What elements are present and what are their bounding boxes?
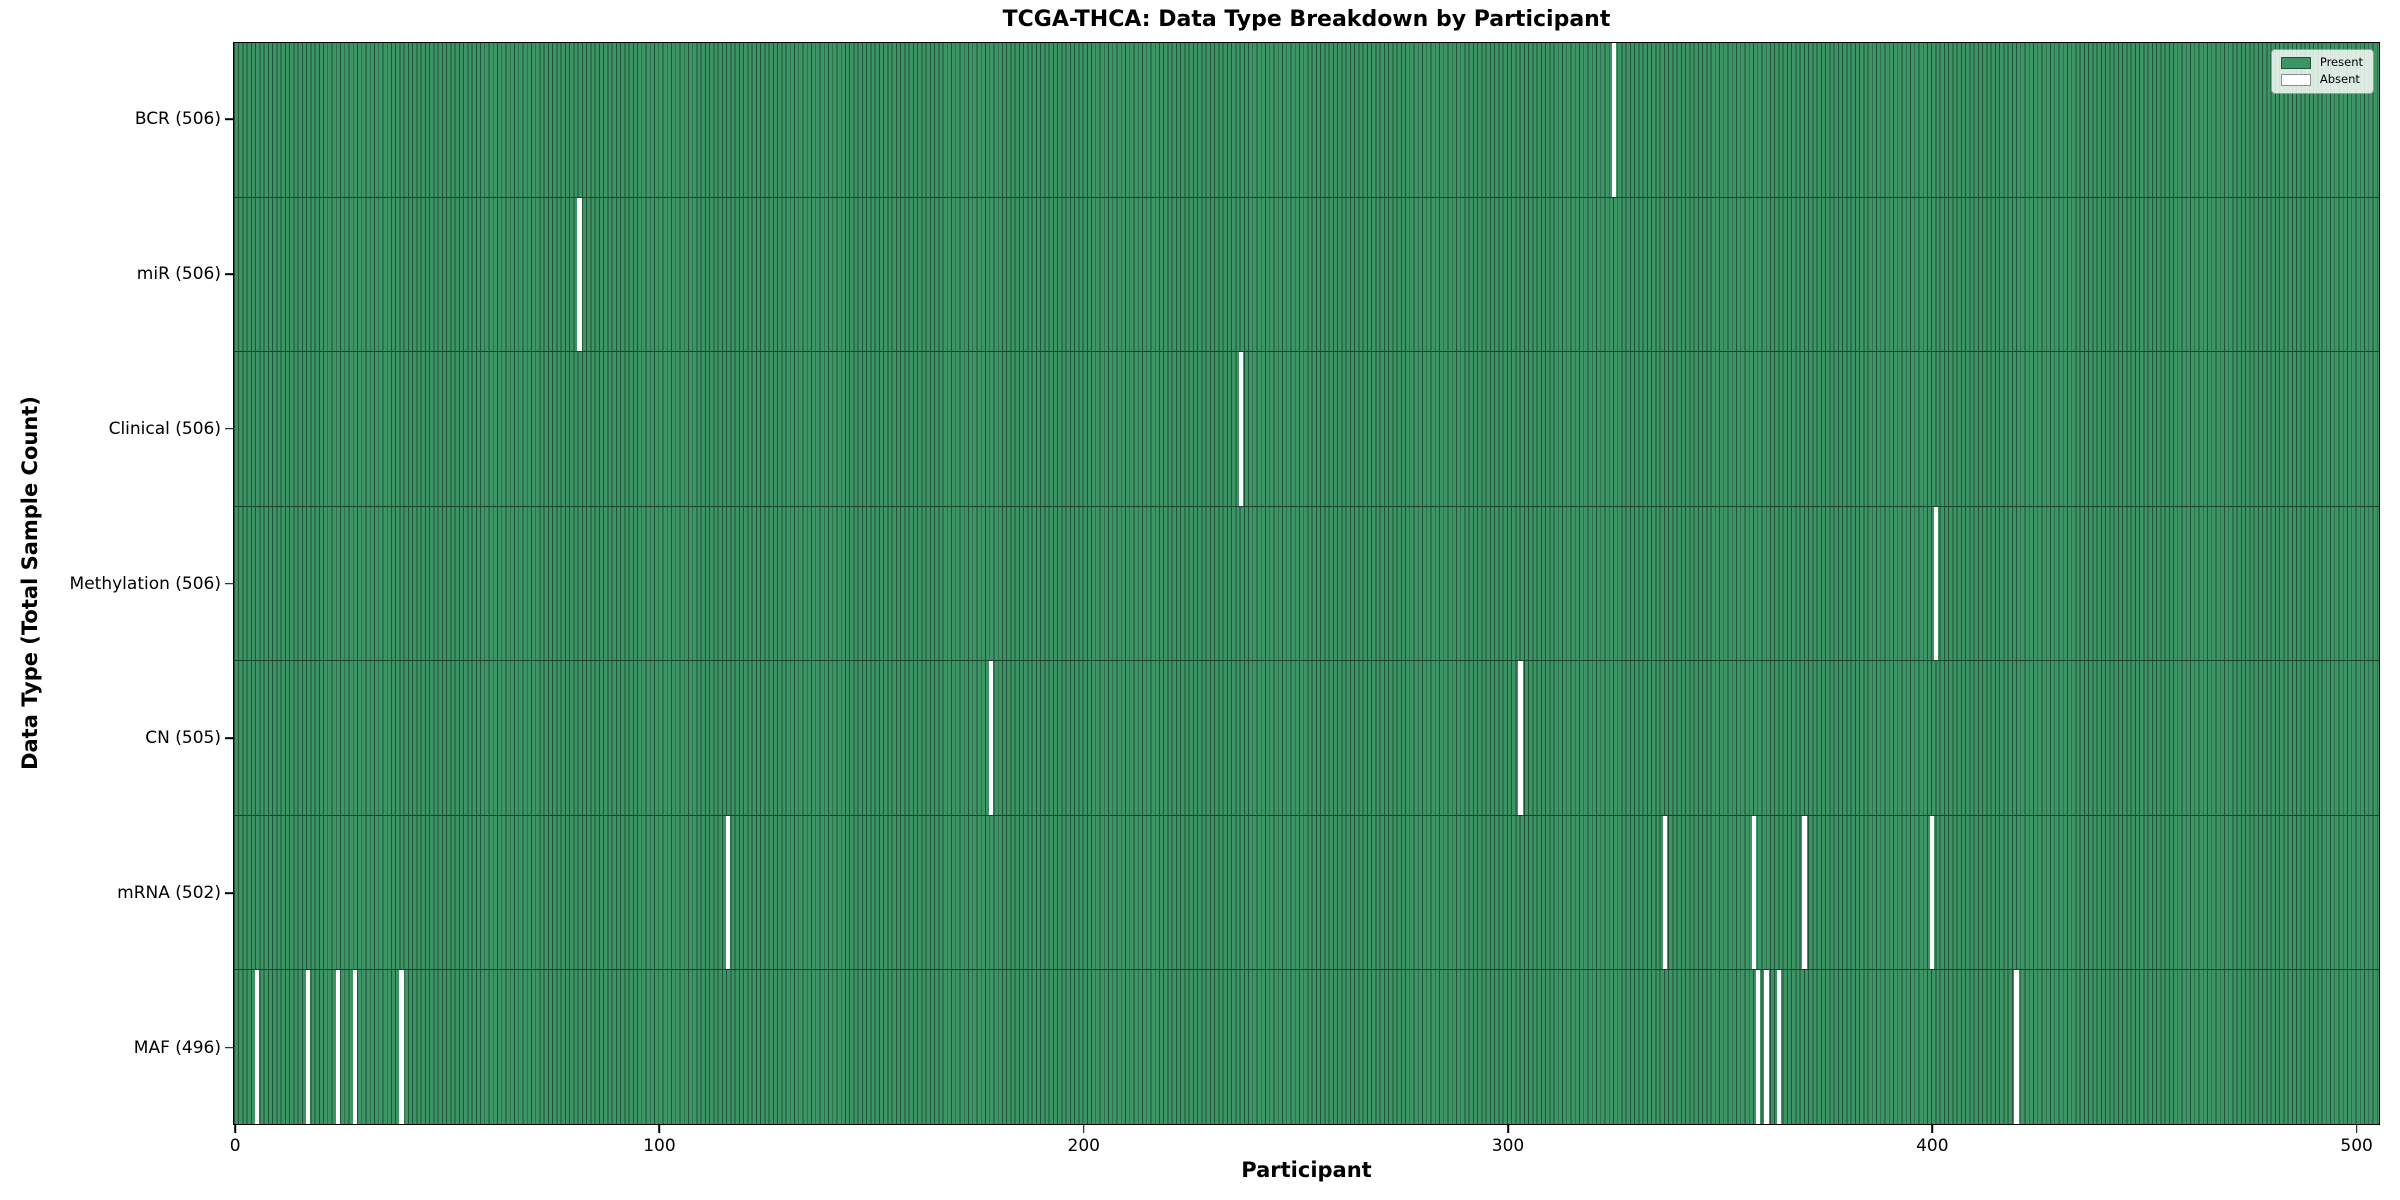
data-row-bcr xyxy=(234,43,2379,198)
data-row-clinical xyxy=(234,352,2379,507)
absent-gap xyxy=(1802,815,1807,970)
y-tick-mark xyxy=(225,273,233,275)
y-tick-mark xyxy=(225,118,233,121)
data-row-mrna xyxy=(234,815,2379,971)
x-tick-mark xyxy=(234,1125,236,1133)
absent-gap xyxy=(306,970,311,1125)
absent-gap xyxy=(1764,970,1769,1125)
absent-swatch xyxy=(2280,74,2311,86)
x-tick-mark xyxy=(2355,1125,2358,1133)
data-row-mir xyxy=(234,197,2379,353)
legend-entry-present: Present xyxy=(2280,55,2363,70)
absent-gap xyxy=(1777,970,1782,1125)
x-tick-mark xyxy=(658,1125,661,1133)
absent-gap xyxy=(725,815,730,970)
present-swatch xyxy=(2280,57,2311,69)
x-tick-mark xyxy=(1082,1125,1085,1133)
data-row-cn xyxy=(234,661,2379,816)
absent-gap xyxy=(1751,815,1756,970)
legend-label-present: Present xyxy=(2319,55,2363,70)
absent-gap xyxy=(1929,815,1934,970)
x-tick-label-400: 400 xyxy=(1916,1136,1949,1156)
y-tick-mark xyxy=(225,1046,233,1049)
plot-area: Present Absent xyxy=(233,42,2380,1125)
absent-gap xyxy=(255,970,260,1125)
absent-gap xyxy=(1238,352,1243,506)
absent-gap xyxy=(988,661,993,815)
y-tick-mark xyxy=(225,737,233,739)
absent-gap xyxy=(352,970,357,1125)
y-tick-label-mrna: mRNA (502) xyxy=(117,882,221,903)
x-tick-label-500: 500 xyxy=(2340,1136,2373,1156)
absent-gap xyxy=(2014,970,2019,1125)
absent-gap xyxy=(1518,661,1523,815)
data-row-maf xyxy=(234,970,2379,1125)
x-tick-label-300: 300 xyxy=(1491,1136,1525,1156)
y-tick-label-methylation: Methylation (506) xyxy=(69,573,221,594)
legend-label-absent: Absent xyxy=(2319,72,2360,87)
x-tick-mark xyxy=(1507,1125,1509,1133)
absent-gap xyxy=(1611,43,1616,197)
absent-gap xyxy=(399,970,404,1125)
absent-gap xyxy=(1755,970,1761,1125)
y-tick-label-bcr: BCR (506) xyxy=(134,109,221,130)
y-axis-label: Data Type (Total Sample Count) xyxy=(18,396,42,770)
chart-title: TCGA-THCA: Data Type Breakdown by Partic… xyxy=(1002,7,1611,32)
absent-gap xyxy=(1662,815,1667,970)
x-tick-label-0: 0 xyxy=(229,1136,241,1156)
x-axis-label: Participant xyxy=(1241,1158,1372,1182)
absent-gap xyxy=(1933,506,1939,661)
y-tick-mark xyxy=(225,892,233,894)
data-row-methylation xyxy=(234,506,2379,662)
absent-gap xyxy=(335,970,340,1125)
legend: Present Absent xyxy=(2270,49,2374,94)
y-tick-label-mir: miR (506) xyxy=(136,264,221,285)
y-tick-mark xyxy=(225,427,233,430)
x-tick-label-200: 200 xyxy=(1067,1136,1100,1156)
legend-entry-absent: Absent xyxy=(2280,72,2363,87)
y-tick-mark xyxy=(225,582,233,585)
y-tick-label-cn: CN (505) xyxy=(145,728,221,749)
absent-gap xyxy=(577,197,582,352)
y-tick-label-clinical: Clinical (506) xyxy=(108,418,221,439)
x-tick-label-100: 100 xyxy=(643,1136,676,1156)
y-tick-label-maf: MAF (496) xyxy=(133,1037,221,1058)
x-tick-mark xyxy=(1931,1125,1934,1133)
